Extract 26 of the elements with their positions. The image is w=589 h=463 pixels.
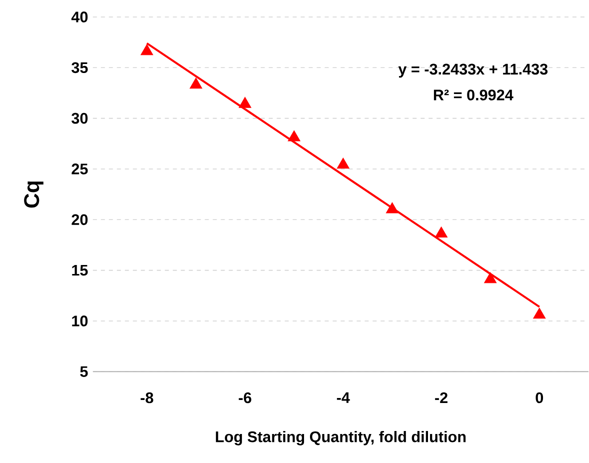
y-tick-label: 25 (72, 164, 88, 175)
point (435, 226, 448, 238)
y-tick-label: 5 (80, 366, 88, 378)
annotation: y = -3.2433x + 11.433 (398, 64, 548, 78)
point (238, 97, 252, 108)
point (336, 158, 350, 169)
y-tick-label: 20 (72, 214, 88, 226)
y-tick-label: 10 (72, 316, 88, 327)
y-tick-label: 35 (72, 62, 88, 74)
y-tick-label: 15 (72, 265, 88, 276)
point (484, 272, 497, 284)
y-tick-label: 40 (71, 12, 88, 23)
x-tick-label: 0 (536, 392, 544, 404)
point (140, 44, 154, 56)
x-tick-label: -4 (336, 392, 350, 404)
y-axis-title: Cq (24, 182, 44, 208)
point (190, 78, 202, 89)
x-tick-label: -8 (140, 392, 154, 404)
x-axis-title: Log Starting Quantity, fold dilution (216, 431, 466, 446)
x-tick-label: -6 (238, 392, 252, 404)
point (533, 308, 546, 319)
point (386, 202, 398, 214)
point (288, 130, 300, 142)
y-tick-label: 30 (72, 113, 88, 124)
annotation: R² = 0.9924 (434, 90, 514, 101)
x-tick-label: -2 (435, 392, 448, 404)
